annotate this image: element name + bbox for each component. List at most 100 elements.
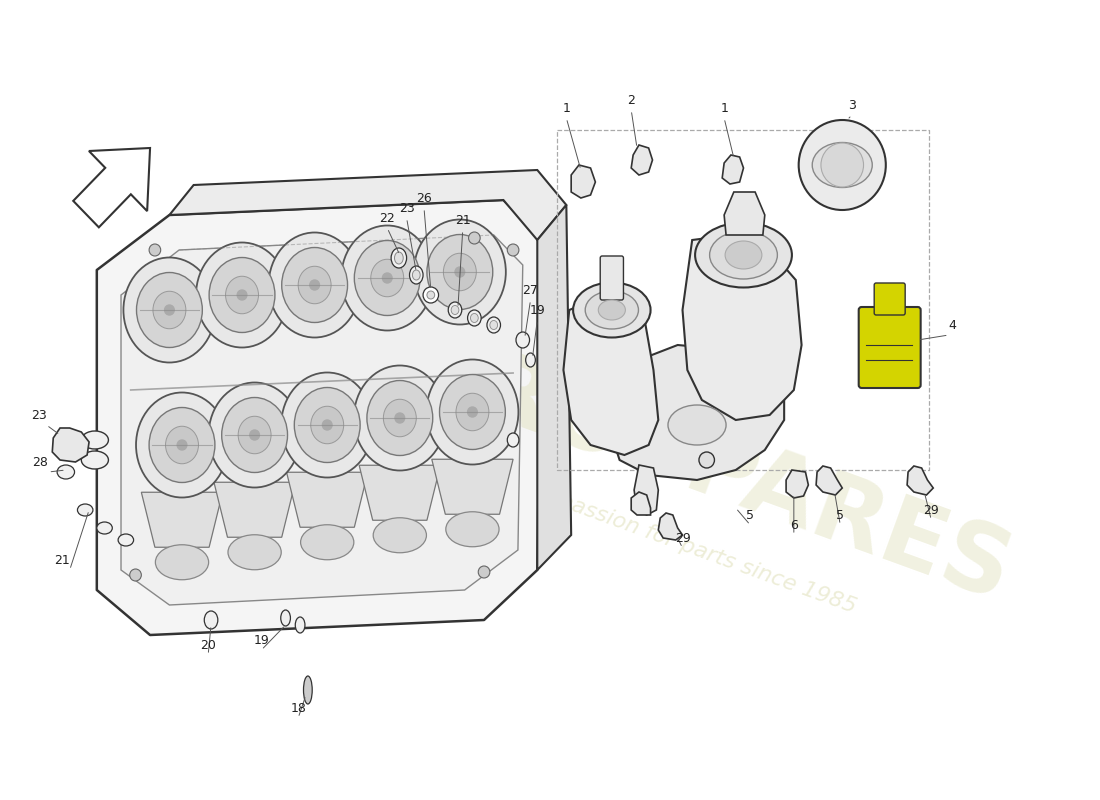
Text: 2: 2 bbox=[627, 94, 635, 107]
Polygon shape bbox=[571, 165, 595, 198]
Ellipse shape bbox=[136, 393, 228, 498]
Ellipse shape bbox=[516, 332, 529, 348]
Ellipse shape bbox=[205, 611, 218, 629]
Polygon shape bbox=[816, 466, 843, 495]
Ellipse shape bbox=[367, 381, 432, 455]
Circle shape bbox=[799, 120, 886, 210]
Polygon shape bbox=[724, 192, 764, 235]
Ellipse shape bbox=[384, 399, 416, 437]
FancyBboxPatch shape bbox=[859, 307, 921, 388]
Ellipse shape bbox=[812, 142, 872, 187]
Ellipse shape bbox=[118, 534, 133, 546]
Text: 26: 26 bbox=[416, 192, 432, 205]
Text: 23: 23 bbox=[398, 202, 415, 215]
Circle shape bbox=[322, 420, 332, 430]
Ellipse shape bbox=[371, 259, 404, 297]
Circle shape bbox=[250, 430, 260, 440]
Ellipse shape bbox=[456, 394, 488, 430]
Ellipse shape bbox=[573, 282, 650, 338]
Text: 3: 3 bbox=[848, 99, 856, 112]
Ellipse shape bbox=[311, 406, 343, 444]
Ellipse shape bbox=[412, 270, 420, 280]
Ellipse shape bbox=[228, 534, 282, 570]
Ellipse shape bbox=[57, 465, 75, 479]
Polygon shape bbox=[537, 205, 571, 570]
Circle shape bbox=[130, 569, 141, 581]
Text: EUROSPARES: EUROSPARES bbox=[332, 297, 1023, 623]
Text: 6: 6 bbox=[790, 519, 798, 532]
Ellipse shape bbox=[427, 359, 518, 465]
Polygon shape bbox=[121, 235, 522, 605]
Ellipse shape bbox=[354, 366, 446, 470]
Ellipse shape bbox=[710, 231, 778, 279]
Ellipse shape bbox=[373, 518, 427, 553]
FancyBboxPatch shape bbox=[874, 283, 905, 315]
Circle shape bbox=[455, 267, 464, 277]
Ellipse shape bbox=[598, 300, 626, 320]
Ellipse shape bbox=[280, 610, 290, 626]
Text: 5: 5 bbox=[746, 509, 755, 522]
Ellipse shape bbox=[155, 545, 209, 580]
Ellipse shape bbox=[295, 387, 360, 462]
Circle shape bbox=[395, 413, 405, 423]
Polygon shape bbox=[97, 200, 542, 635]
Polygon shape bbox=[169, 170, 566, 240]
Ellipse shape bbox=[239, 416, 271, 454]
Ellipse shape bbox=[81, 431, 109, 449]
Ellipse shape bbox=[97, 522, 112, 534]
Text: 5: 5 bbox=[836, 509, 845, 522]
Circle shape bbox=[424, 287, 439, 303]
Ellipse shape bbox=[354, 241, 420, 315]
Ellipse shape bbox=[226, 276, 258, 314]
Ellipse shape bbox=[341, 226, 433, 330]
Text: 29: 29 bbox=[674, 532, 691, 545]
Ellipse shape bbox=[209, 382, 300, 487]
Ellipse shape bbox=[123, 258, 216, 362]
Polygon shape bbox=[908, 466, 933, 495]
Polygon shape bbox=[563, 295, 658, 455]
Polygon shape bbox=[723, 155, 744, 184]
Ellipse shape bbox=[585, 291, 638, 329]
Circle shape bbox=[310, 280, 319, 290]
Circle shape bbox=[698, 452, 715, 468]
Ellipse shape bbox=[196, 242, 288, 347]
Text: 1: 1 bbox=[720, 102, 728, 115]
Polygon shape bbox=[634, 465, 658, 515]
Polygon shape bbox=[658, 513, 682, 540]
Text: 29: 29 bbox=[923, 504, 939, 517]
Text: 27: 27 bbox=[522, 284, 539, 297]
Ellipse shape bbox=[468, 310, 481, 326]
Ellipse shape bbox=[440, 374, 505, 450]
Ellipse shape bbox=[298, 266, 331, 304]
Ellipse shape bbox=[295, 617, 305, 633]
Polygon shape bbox=[360, 466, 440, 520]
Ellipse shape bbox=[395, 252, 404, 264]
Ellipse shape bbox=[392, 248, 407, 268]
Polygon shape bbox=[682, 235, 802, 420]
Polygon shape bbox=[786, 470, 808, 498]
Ellipse shape bbox=[695, 222, 792, 287]
Circle shape bbox=[821, 143, 864, 187]
Ellipse shape bbox=[526, 353, 536, 367]
Circle shape bbox=[478, 566, 490, 578]
Polygon shape bbox=[53, 428, 89, 462]
Ellipse shape bbox=[300, 525, 354, 560]
Ellipse shape bbox=[507, 433, 519, 447]
Ellipse shape bbox=[725, 241, 762, 269]
Ellipse shape bbox=[282, 247, 348, 322]
Circle shape bbox=[238, 290, 246, 300]
Polygon shape bbox=[432, 459, 513, 514]
Text: 20: 20 bbox=[200, 639, 216, 652]
Ellipse shape bbox=[471, 314, 478, 322]
Circle shape bbox=[468, 407, 477, 417]
Circle shape bbox=[469, 232, 481, 244]
Text: 19: 19 bbox=[253, 634, 270, 647]
Circle shape bbox=[177, 440, 187, 450]
Circle shape bbox=[427, 291, 434, 299]
Ellipse shape bbox=[209, 258, 275, 333]
Text: 21: 21 bbox=[455, 214, 471, 227]
Ellipse shape bbox=[409, 266, 424, 284]
Ellipse shape bbox=[427, 234, 493, 310]
Ellipse shape bbox=[165, 426, 198, 464]
Text: 19: 19 bbox=[529, 304, 546, 317]
